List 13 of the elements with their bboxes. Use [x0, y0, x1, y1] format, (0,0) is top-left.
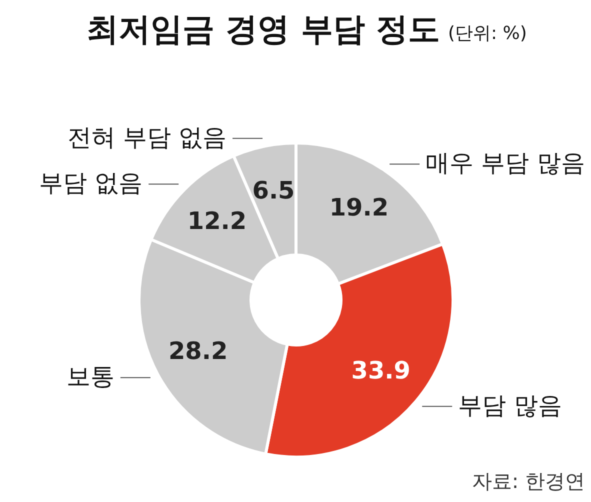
slice-label: 부담 많음 [458, 391, 562, 420]
chart-title: 최저임금 경영 부담 정도 [86, 10, 440, 48]
data-label: 33.9 [351, 356, 410, 385]
slice-label: 보통 [66, 362, 114, 391]
data-label: 12.2 [187, 207, 247, 236]
chart-subtitle: (단위: %) [448, 23, 527, 44]
data-label: 6.5 [252, 176, 295, 204]
slice-label: 전혀 부담 없음 [67, 123, 227, 152]
slice-label: 매우 부담 많음 [426, 149, 585, 178]
slice-label: 부담 없음 [38, 169, 143, 198]
data-label: 28.2 [168, 337, 228, 366]
text: 자료: 한경연 [472, 469, 585, 493]
data-label: 19.2 [329, 194, 389, 222]
